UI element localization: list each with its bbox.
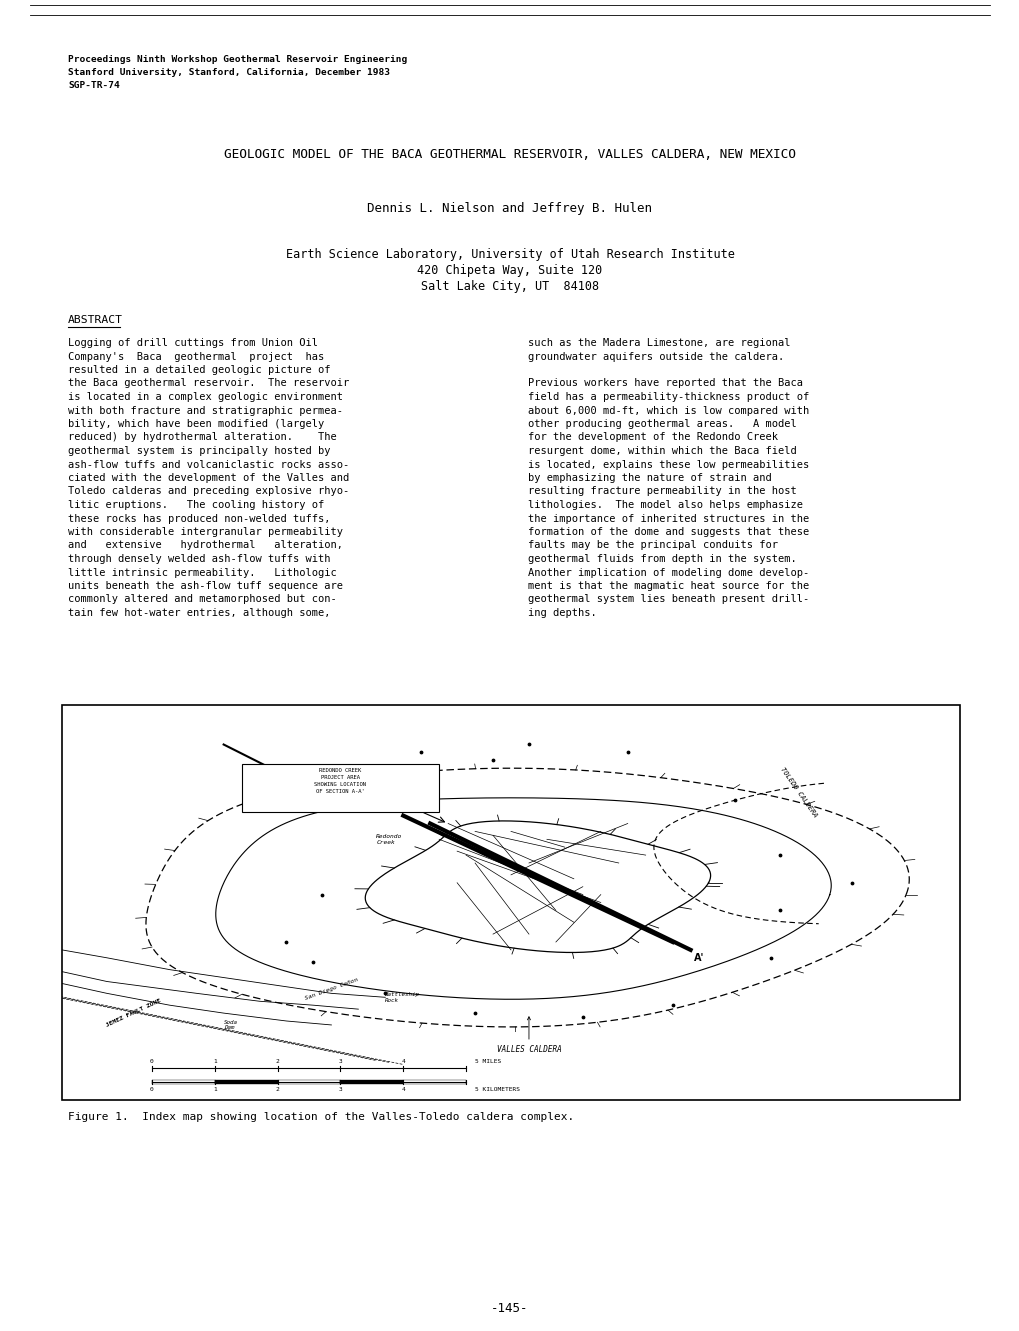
Text: 4: 4	[400, 1087, 405, 1091]
Text: Figure 1.  Index map showing location of the Valles-Toledo caldera complex.: Figure 1. Index map showing location of …	[68, 1111, 574, 1122]
Text: 1: 1	[213, 1087, 216, 1091]
Text: 0: 0	[150, 1058, 154, 1063]
Text: the Baca geothermal reservoir.  The reservoir: the Baca geothermal reservoir. The reser…	[68, 378, 348, 389]
Text: resulting fracture permeability in the host: resulting fracture permeability in the h…	[528, 487, 796, 496]
Text: about 6,000 md-ft, which is low compared with: about 6,000 md-ft, which is low compared…	[528, 406, 808, 415]
Text: Soda
Dam: Soda Dam	[223, 1020, 237, 1030]
Text: ash-flow tuffs and volcaniclastic rocks asso-: ash-flow tuffs and volcaniclastic rocks …	[68, 459, 348, 470]
Text: groundwater aquifers outside the caldera.: groundwater aquifers outside the caldera…	[528, 351, 784, 362]
Text: ment is that the magmatic heat source for the: ment is that the magmatic heat source fo…	[528, 582, 808, 591]
Text: faults may be the principal conduits for: faults may be the principal conduits for	[528, 540, 777, 551]
Text: such as the Madera Limestone, are regional: such as the Madera Limestone, are region…	[528, 338, 790, 347]
Text: San Diego Cañon: San Diego Cañon	[304, 977, 359, 1001]
Text: ing depths.: ing depths.	[528, 608, 596, 618]
Text: resulted in a detailed geologic picture of: resulted in a detailed geologic picture …	[68, 365, 330, 375]
Text: with both fracture and stratigraphic permea-: with both fracture and stratigraphic per…	[68, 406, 342, 415]
Text: bility, which have been modified (largely: bility, which have been modified (largel…	[68, 419, 324, 429]
Text: Company's  Baca  geothermal  project  has: Company's Baca geothermal project has	[68, 351, 324, 362]
Text: N: N	[304, 772, 313, 780]
Text: resurgent dome, within which the Baca field: resurgent dome, within which the Baca fi…	[528, 446, 796, 457]
Text: through densely welded ash-flow tuffs with: through densely welded ash-flow tuffs wi…	[68, 554, 330, 564]
Text: 4: 4	[400, 1058, 405, 1063]
Text: 420 Chipeta Way, Suite 120: 420 Chipeta Way, Suite 120	[417, 264, 602, 277]
Text: TOLEDO CALDERA: TOLEDO CALDERA	[779, 765, 817, 819]
Text: 2: 2	[275, 1058, 279, 1063]
Text: commonly altered and metamorphosed but con-: commonly altered and metamorphosed but c…	[68, 595, 336, 604]
Text: Dennis L. Nielson and Jeffrey B. Hulen: Dennis L. Nielson and Jeffrey B. Hulen	[367, 202, 652, 216]
Text: for the development of the Redondo Creek: for the development of the Redondo Creek	[528, 433, 777, 442]
Text: is located in a complex geologic environment: is located in a complex geologic environ…	[68, 393, 342, 402]
Text: JEMEZ FAULT ZONE: JEMEZ FAULT ZONE	[106, 998, 162, 1028]
Text: by emphasizing the nature of strain and: by emphasizing the nature of strain and	[528, 473, 771, 483]
Text: geothermal system is principally hosted by: geothermal system is principally hosted …	[68, 446, 330, 457]
Text: geothermal system lies beneath present drill-: geothermal system lies beneath present d…	[528, 595, 808, 604]
Text: REDONDO CREEK
PROJECT AREA
SHOWING LOCATION
OF SECTION A-A': REDONDO CREEK PROJECT AREA SHOWING LOCAT…	[314, 768, 366, 795]
Text: formation of the dome and suggests that these: formation of the dome and suggests that …	[528, 527, 808, 536]
Text: SGP-TR-74: SGP-TR-74	[68, 81, 119, 91]
Text: these rocks has produced non-welded tuffs,: these rocks has produced non-welded tuff…	[68, 514, 330, 523]
Text: Another implication of modeling dome develop-: Another implication of modeling dome dev…	[528, 567, 808, 578]
Text: A: A	[390, 803, 397, 813]
Text: 0: 0	[150, 1087, 154, 1091]
Text: 3: 3	[338, 1058, 342, 1063]
Text: 1: 1	[213, 1058, 216, 1063]
Text: tain few hot-water entries, although some,: tain few hot-water entries, although som…	[68, 608, 330, 618]
Text: Toledo calderas and preceding explosive rhyo-: Toledo calderas and preceding explosive …	[68, 487, 348, 496]
Text: ABSTRACT: ABSTRACT	[68, 315, 123, 325]
Text: field has a permeability-thickness product of: field has a permeability-thickness produ…	[528, 393, 808, 402]
Text: 5 KILOMETERS: 5 KILOMETERS	[475, 1087, 520, 1091]
Text: units beneath the ash-flow tuff sequence are: units beneath the ash-flow tuff sequence…	[68, 582, 342, 591]
Text: Stanford University, Stanford, California, December 1983: Stanford University, Stanford, Californi…	[68, 68, 389, 77]
Text: Previous workers have reported that the Baca: Previous workers have reported that the …	[528, 378, 802, 389]
Text: Battleship
Rock: Battleship Rock	[385, 992, 420, 1002]
Text: Salt Lake City, UT  84108: Salt Lake City, UT 84108	[421, 280, 598, 293]
Text: is located, explains these low permeabilities: is located, explains these low permeabil…	[528, 459, 808, 470]
Text: 2: 2	[275, 1087, 279, 1091]
Bar	[242, 764, 439, 812]
Bar	[62, 705, 959, 1099]
Text: GEOLOGIC MODEL OF THE BACA GEOTHERMAL RESERVOIR, VALLES CALDERA, NEW MEXICO: GEOLOGIC MODEL OF THE BACA GEOTHERMAL RE…	[224, 148, 795, 161]
Text: Earth Science Laboratory, University of Utah Research Institute: Earth Science Laboratory, University of …	[285, 248, 734, 261]
Text: litic eruptions.   The cooling history of: litic eruptions. The cooling history of	[68, 500, 324, 510]
Text: Logging of drill cuttings from Union Oil: Logging of drill cuttings from Union Oil	[68, 338, 318, 347]
Text: geothermal fluids from depth in the system.: geothermal fluids from depth in the syst…	[528, 554, 796, 564]
Text: with considerable intergranular permeability: with considerable intergranular permeabi…	[68, 527, 342, 536]
Text: Redondo
Creek: Redondo Creek	[376, 835, 403, 845]
Text: ciated with the development of the Valles and: ciated with the development of the Valle…	[68, 473, 348, 483]
Text: VALLES CALDERA: VALLES CALDERA	[496, 1017, 560, 1054]
Text: Proceedings Ninth Workshop Geothermal Reservoir Engineering: Proceedings Ninth Workshop Geothermal Re…	[68, 55, 407, 64]
Text: 3: 3	[338, 1087, 342, 1091]
Text: lithologies.  The model also helps emphasize: lithologies. The model also helps emphas…	[528, 500, 802, 510]
Text: and   extensive   hydrothermal   alteration,: and extensive hydrothermal alteration,	[68, 540, 342, 551]
Text: other producing geothermal areas.   A model: other producing geothermal areas. A mode…	[528, 419, 796, 429]
Text: reduced) by hydrothermal alteration.    The: reduced) by hydrothermal alteration. The	[68, 433, 336, 442]
Text: -145-: -145-	[491, 1302, 528, 1315]
Text: A': A'	[694, 953, 704, 962]
Text: the importance of inherited structures in the: the importance of inherited structures i…	[528, 514, 808, 523]
Text: 5 MILES: 5 MILES	[475, 1058, 501, 1063]
Text: little intrinsic permeability.   Lithologic: little intrinsic permeability. Lithologi…	[68, 567, 336, 578]
